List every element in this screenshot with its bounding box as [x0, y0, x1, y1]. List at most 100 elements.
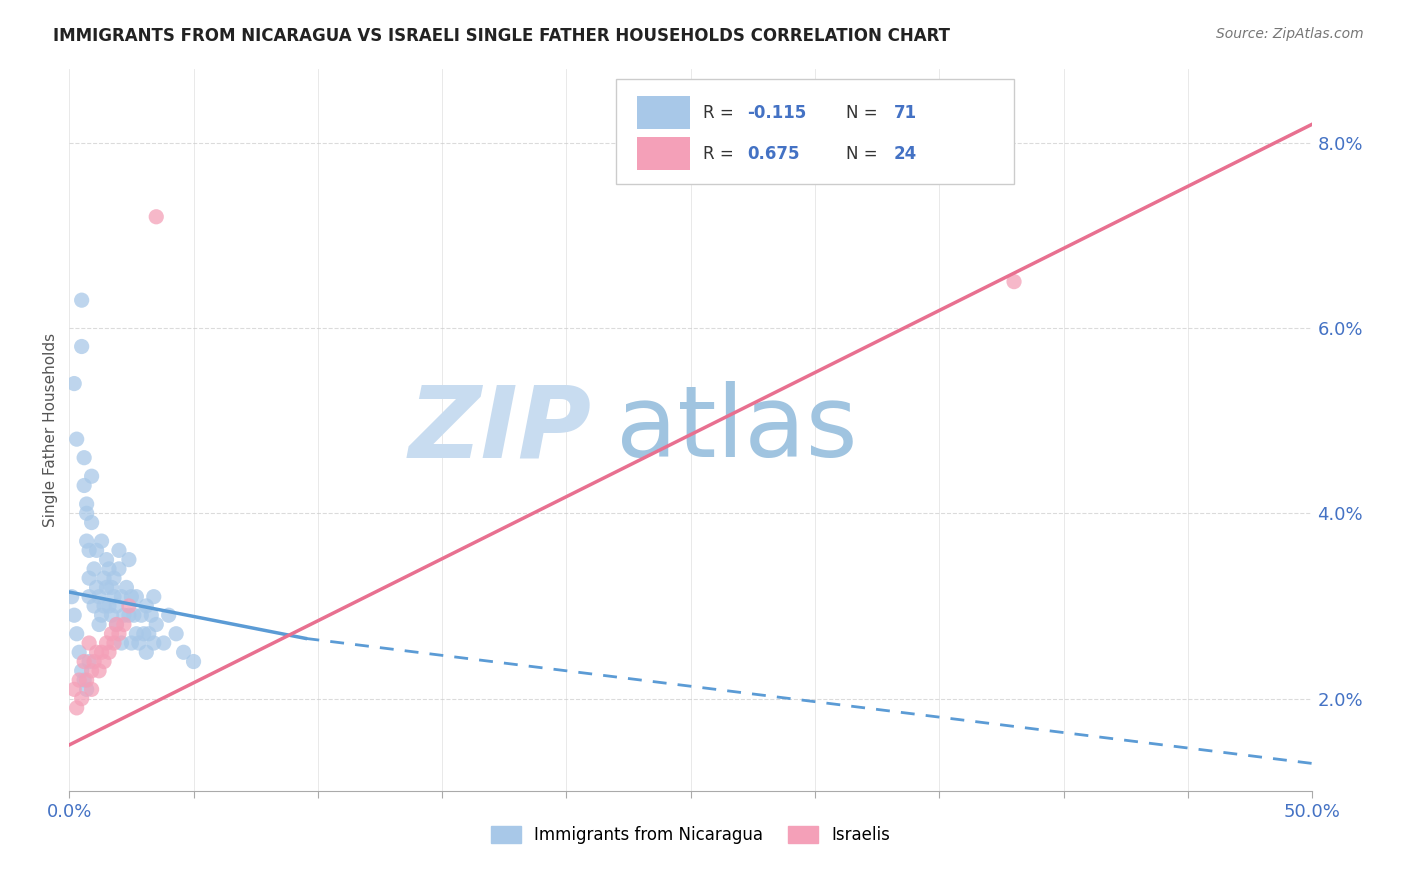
Point — [110, 636, 132, 650]
Text: 0.675: 0.675 — [747, 145, 799, 163]
Text: 24: 24 — [893, 145, 917, 163]
Point — [105, 599, 128, 613]
Point — [165, 626, 187, 640]
Point — [103, 590, 125, 604]
Point — [96, 581, 118, 595]
Point — [80, 664, 103, 678]
Point — [96, 552, 118, 566]
Point — [87, 590, 110, 604]
Point — [141, 608, 163, 623]
Point — [100, 608, 122, 623]
Point — [77, 543, 100, 558]
Point — [67, 645, 90, 659]
Point — [173, 645, 195, 659]
Point — [98, 599, 121, 613]
Point — [87, 664, 110, 678]
Text: R =: R = — [703, 103, 740, 121]
Legend: Immigrants from Nicaragua, Israelis: Immigrants from Nicaragua, Israelis — [491, 826, 890, 845]
Point — [105, 617, 128, 632]
Point — [80, 469, 103, 483]
Text: R =: R = — [703, 145, 740, 163]
Point — [112, 617, 135, 632]
Point — [90, 645, 112, 659]
Point — [138, 626, 160, 640]
Point — [76, 506, 98, 520]
Point — [73, 450, 96, 465]
Point — [118, 552, 141, 566]
Point — [86, 581, 108, 595]
Point — [76, 534, 98, 549]
Text: Source: ZipAtlas.com: Source: ZipAtlas.com — [1216, 27, 1364, 41]
Text: atlas: atlas — [616, 382, 858, 478]
Point — [86, 645, 108, 659]
Point — [152, 636, 174, 650]
Point — [77, 590, 100, 604]
Point — [103, 636, 125, 650]
Text: 71: 71 — [893, 103, 917, 121]
Point — [100, 626, 122, 640]
Y-axis label: Single Father Households: Single Father Households — [44, 333, 58, 527]
Point — [60, 590, 83, 604]
Point — [63, 682, 86, 697]
Point — [131, 608, 153, 623]
Point — [110, 590, 132, 604]
Point — [103, 571, 125, 585]
Point — [120, 590, 142, 604]
Point — [70, 691, 93, 706]
Point — [70, 339, 93, 353]
Point — [73, 655, 96, 669]
Point — [142, 590, 165, 604]
Point — [76, 497, 98, 511]
Text: IMMIGRANTS FROM NICARAGUA VS ISRAELI SINGLE FATHER HOUSEHOLDS CORRELATION CHART: IMMIGRANTS FROM NICARAGUA VS ISRAELI SIN… — [53, 27, 950, 45]
Point — [115, 581, 138, 595]
Point — [100, 581, 122, 595]
Point — [90, 534, 112, 549]
Point — [132, 626, 155, 640]
Point — [125, 590, 148, 604]
Text: -0.115: -0.115 — [747, 103, 806, 121]
Point — [128, 636, 150, 650]
Text: ZIP: ZIP — [408, 382, 592, 478]
Point — [125, 626, 148, 640]
Point — [76, 673, 98, 687]
Point — [80, 516, 103, 530]
Point — [93, 571, 115, 585]
Point — [118, 599, 141, 613]
Point — [118, 608, 141, 623]
Bar — [637, 96, 689, 128]
Point — [67, 673, 90, 687]
Text: N =: N = — [846, 103, 883, 121]
Point — [157, 608, 180, 623]
Point — [70, 293, 93, 308]
Point — [77, 655, 100, 669]
Point — [80, 682, 103, 697]
Point — [105, 617, 128, 632]
Point — [108, 562, 131, 576]
Bar — [637, 137, 689, 169]
Point — [98, 562, 121, 576]
Point — [122, 608, 145, 623]
Point — [90, 608, 112, 623]
Point — [63, 608, 86, 623]
Point — [98, 645, 121, 659]
Point — [142, 636, 165, 650]
Point — [83, 599, 105, 613]
Point — [66, 626, 89, 640]
Point — [77, 571, 100, 585]
Point — [135, 645, 157, 659]
Point — [112, 608, 135, 623]
Point — [145, 617, 167, 632]
Point — [135, 599, 157, 613]
Point — [120, 636, 142, 650]
Point — [73, 673, 96, 687]
Point — [93, 599, 115, 613]
Point — [83, 562, 105, 576]
FancyBboxPatch shape — [616, 79, 1014, 184]
Point — [73, 478, 96, 492]
Point — [183, 655, 205, 669]
Point — [66, 432, 89, 446]
Point — [66, 701, 89, 715]
Point — [145, 210, 167, 224]
Point — [87, 617, 110, 632]
Point — [93, 655, 115, 669]
